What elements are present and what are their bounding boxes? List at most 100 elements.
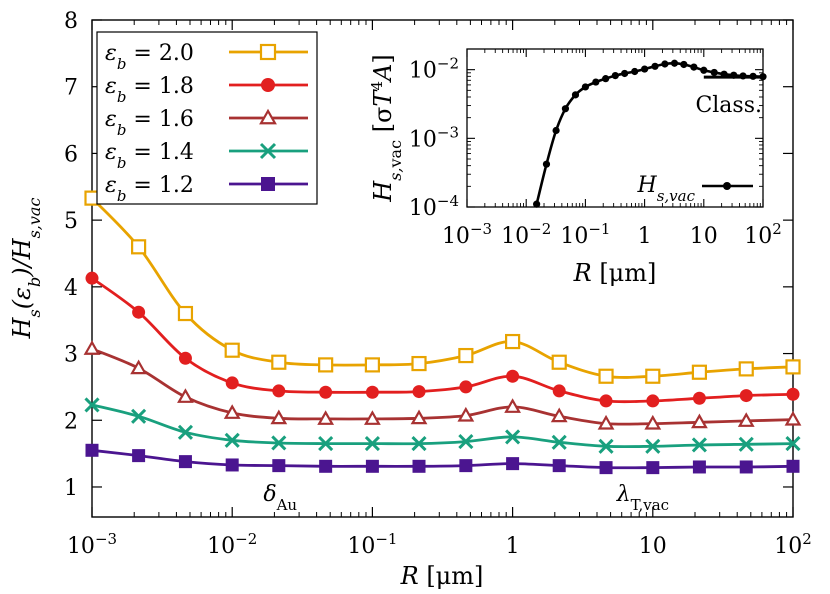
main-x-tick-label: 10−2 <box>207 530 257 559</box>
main-x-tick-label: 1 <box>506 534 520 559</box>
legend-marker-0 <box>259 43 277 61</box>
main-x-ticks: 10−3 10−2 10−1 1 10 102 <box>67 20 812 559</box>
main-y-tick-label: 4 <box>64 276 78 301</box>
series-0-point <box>271 354 287 370</box>
legend-marker-3 <box>259 142 277 160</box>
series-2-point <box>130 359 148 375</box>
main-y-tick-label: 2 <box>64 409 78 434</box>
inset-class-label: Class. <box>695 93 762 118</box>
series-1-point <box>272 384 286 398</box>
series-3-point <box>598 438 614 454</box>
series-2-point <box>737 412 755 427</box>
series-1-point <box>552 384 566 398</box>
inset-y-tick-label: 10−2 <box>409 55 459 84</box>
series-4-point <box>272 459 286 473</box>
series-1-point <box>412 385 426 399</box>
inset-series-point <box>641 65 649 73</box>
main-y-tick-label: 1 <box>64 476 78 501</box>
series-line-1 <box>91 277 794 404</box>
series-4-point <box>739 460 753 474</box>
main-plot: 10−3 10−2 10−1 1 10 102 1 2 3 4 5 6 7 8 δAu λT,vac R … <box>8 9 812 590</box>
inset-series-point <box>571 91 580 99</box>
series-3-point <box>505 429 521 445</box>
series-4-point <box>599 461 613 475</box>
series-2-point <box>504 398 521 413</box>
series-2-point <box>597 414 615 430</box>
inset-series-point <box>602 75 610 83</box>
series-1-point <box>692 391 706 405</box>
inset-series-point <box>533 200 541 208</box>
inset-legend: Hs,vac <box>637 173 753 205</box>
series-2-point <box>784 410 802 426</box>
main-y-tick-label: 6 <box>64 142 78 167</box>
inset-y-tick-label: 10−3 <box>409 123 459 152</box>
series-0-point <box>364 357 380 373</box>
series-2-point <box>644 414 662 430</box>
series-4-point <box>786 459 800 473</box>
main-y-tick-label: 8 <box>64 9 78 34</box>
inset-plot: 10−3 10−2 10−1 1 10 102 10−210−310−4 Class. R… <box>368 48 782 287</box>
inset-series-point <box>621 69 629 78</box>
series-3-point <box>177 424 194 440</box>
series-1-point <box>506 369 520 383</box>
series-4-point <box>459 459 473 473</box>
inset-series-point <box>670 59 679 67</box>
series-4-point <box>692 460 706 474</box>
inset-x-tick-label: 10 <box>690 224 718 249</box>
inset-x-axis-label: R [μm] <box>573 259 657 287</box>
inset-series-point <box>561 105 570 113</box>
series-1-point <box>786 387 800 401</box>
series-3-point <box>131 408 147 424</box>
series-1-point <box>132 305 146 319</box>
series-4-point <box>132 449 146 463</box>
inset-series-point <box>690 63 698 71</box>
series-line-2 <box>91 347 794 426</box>
series-3-point <box>224 432 240 448</box>
series-3-point <box>691 437 707 453</box>
inset-series-point <box>680 60 688 69</box>
main-x-tick-label: 102 <box>774 530 812 559</box>
series-1-point <box>225 376 239 390</box>
series-4-point <box>178 455 192 469</box>
series-3-point <box>551 434 567 450</box>
series-2-point <box>223 404 241 419</box>
series-2-point <box>364 410 381 425</box>
series-2-point <box>83 340 101 355</box>
legend-label-2: εb = 1.6 <box>105 107 194 139</box>
main-y-tick-label: 5 <box>64 209 78 234</box>
series-4-point <box>225 458 239 472</box>
inset-x-tick-label: 10−2 <box>501 220 551 249</box>
series-2-point <box>177 388 194 403</box>
inset-y-axis-label: Hs,vac [σT4A] <box>368 54 405 202</box>
series-line-4 <box>91 448 794 470</box>
series-4-point <box>646 461 660 475</box>
inset-series-point <box>710 68 718 77</box>
inset-x-tick-label: 1 <box>638 224 652 249</box>
main-annotation-1: λT,vac <box>616 482 669 514</box>
series-4-point <box>319 459 333 473</box>
series-3-point <box>364 436 380 452</box>
inset-x-tick-label: 10−3 <box>442 220 492 249</box>
main-x-tick-label: 10−3 <box>67 530 117 559</box>
inset-series-point <box>552 126 560 135</box>
series-0-point <box>177 305 194 322</box>
series-0-point <box>785 359 801 375</box>
inset-series-point <box>542 160 551 168</box>
series-3-point <box>318 436 334 452</box>
series-4-point <box>85 443 99 457</box>
inset-legend-marker <box>723 182 731 190</box>
series-1-point <box>178 351 192 365</box>
inset-series-point <box>631 67 639 76</box>
series-0-point <box>691 364 708 380</box>
series-3-point <box>411 436 427 452</box>
series-0-point <box>131 239 147 255</box>
main-x-tick-label: 10 <box>639 534 667 559</box>
series-0-point <box>224 342 240 358</box>
legend-label-0: εb = 2.0 <box>105 41 194 73</box>
series-0-point <box>738 361 754 377</box>
series-4-point <box>365 459 379 473</box>
inset-x-ticks: 10−3 10−2 10−1 1 10 102 <box>442 49 782 249</box>
legend-label-3: εb = 1.4 <box>105 140 194 172</box>
series-3-point <box>785 436 801 452</box>
